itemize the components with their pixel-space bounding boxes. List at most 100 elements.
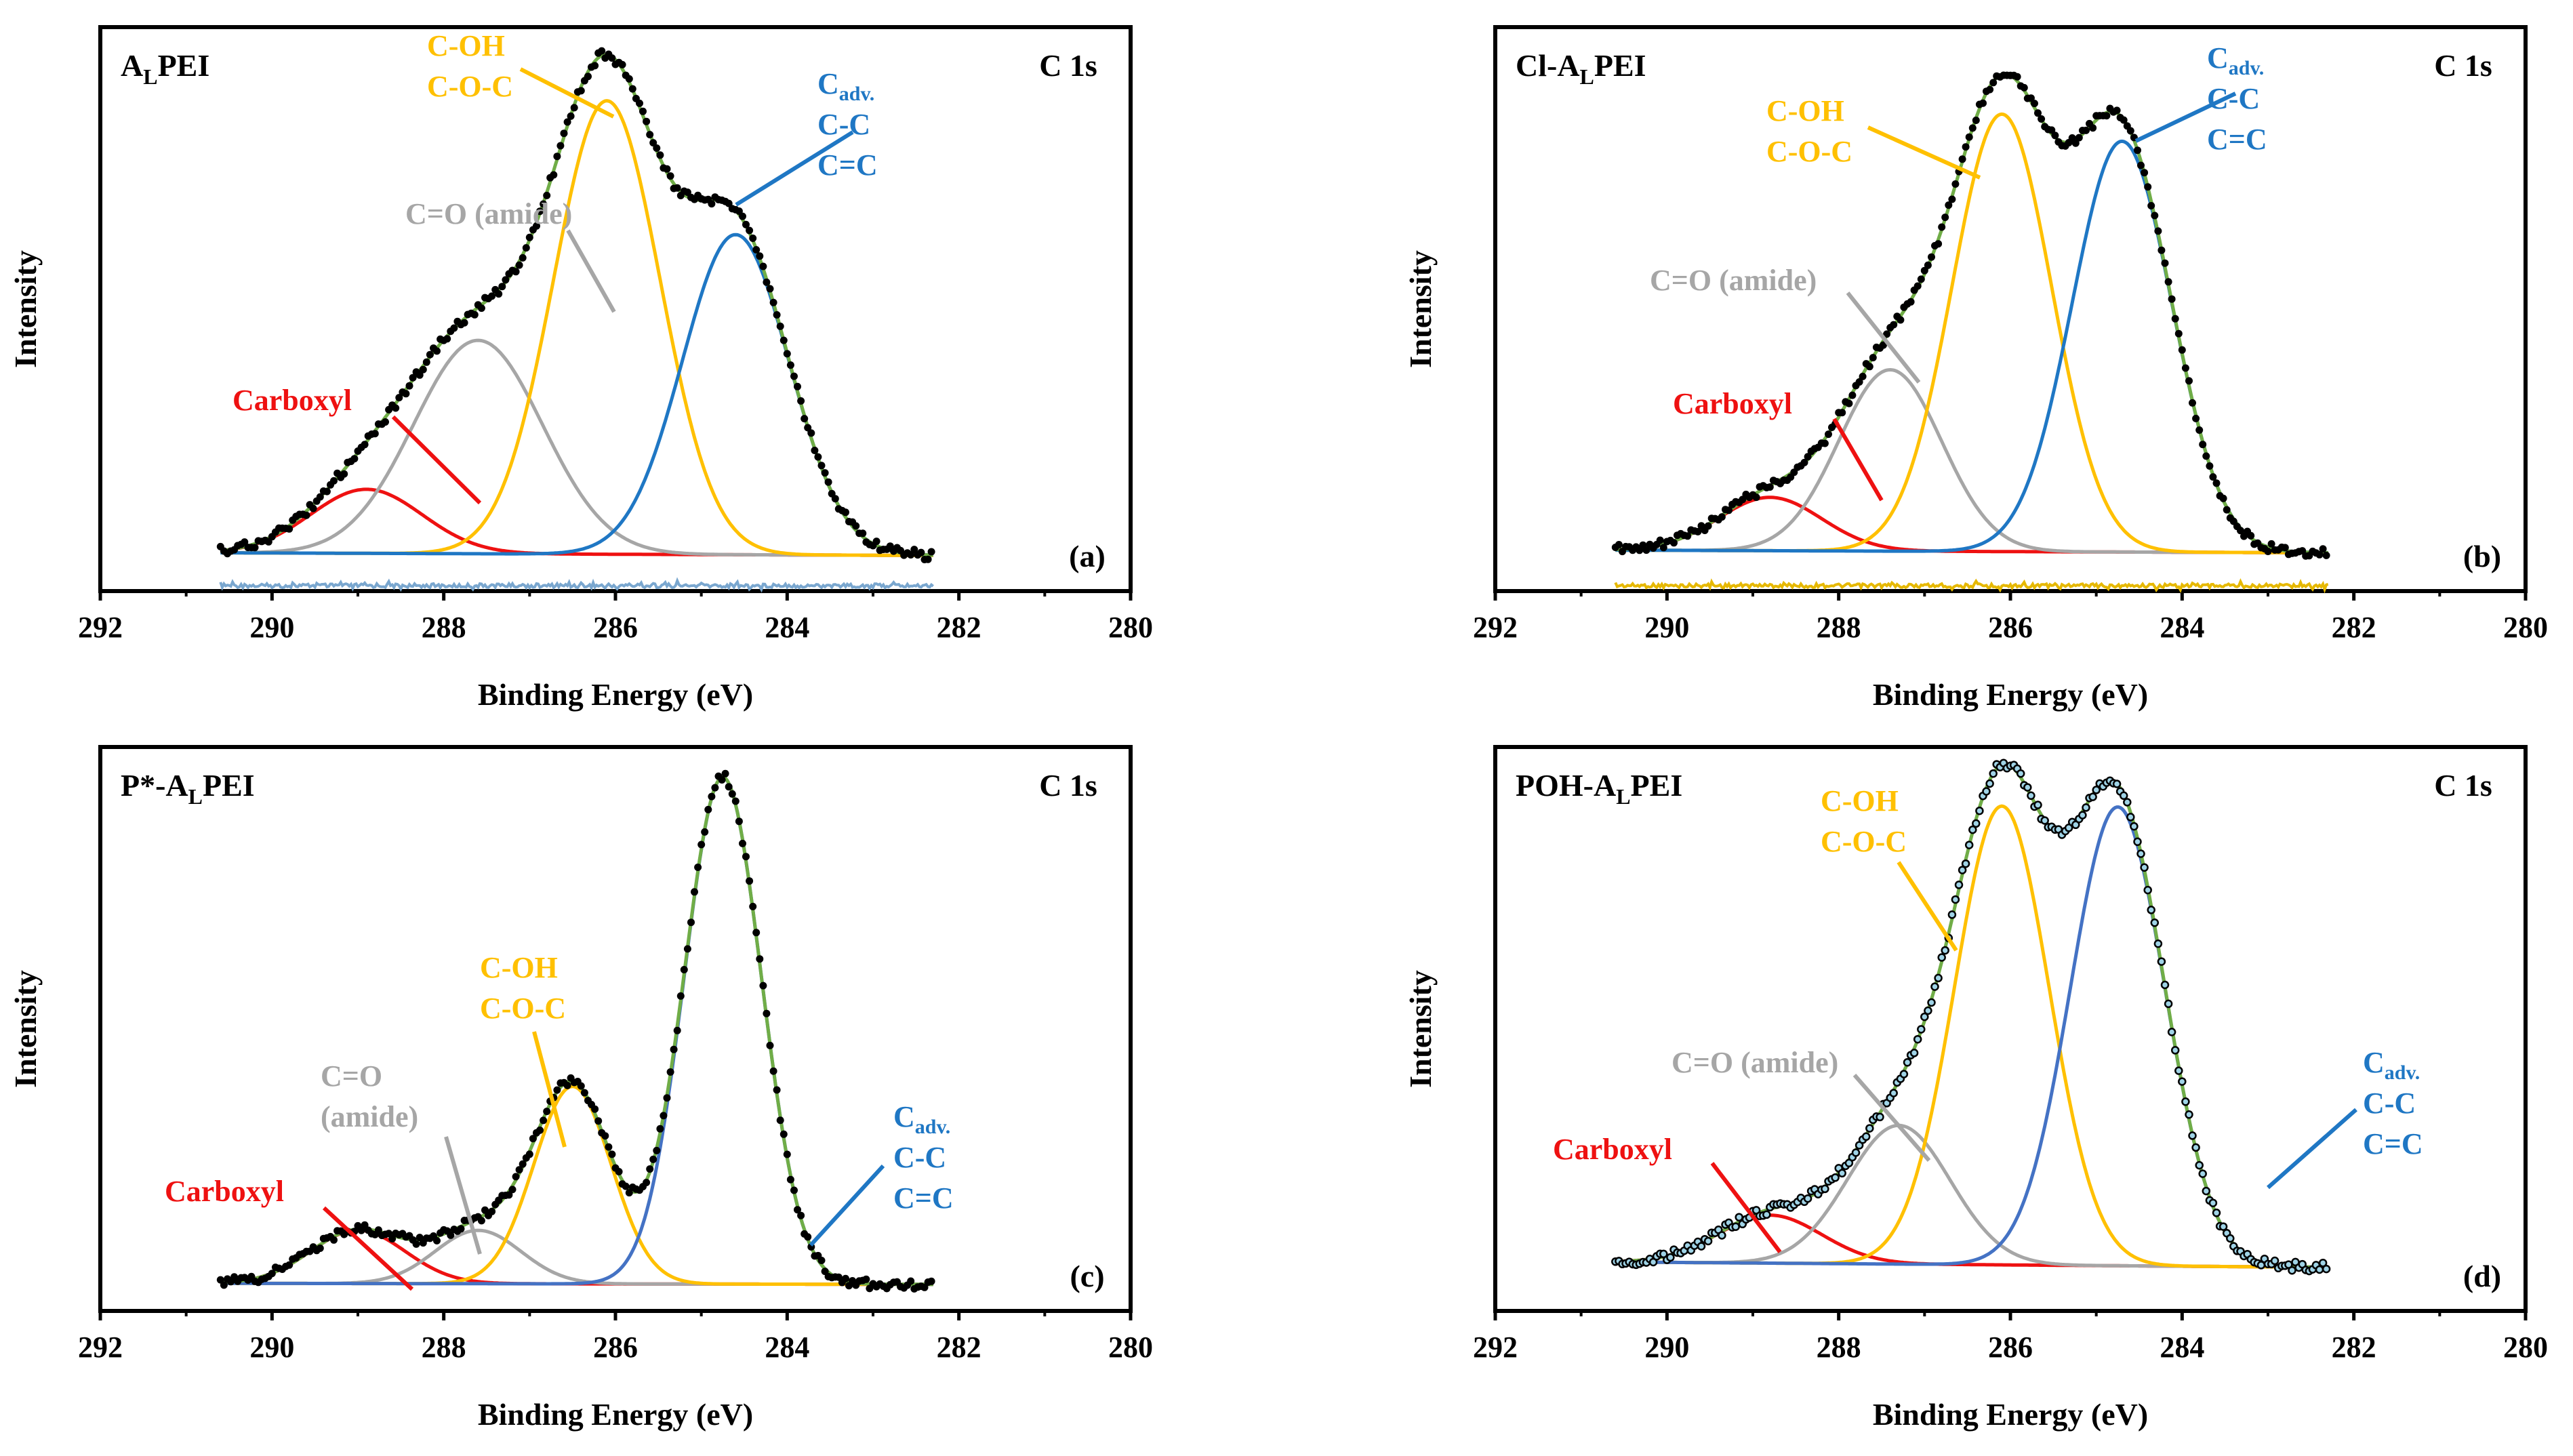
data-point — [759, 982, 767, 990]
label-coh: C-OH — [1766, 94, 1844, 127]
data-point — [834, 1273, 843, 1281]
x-tick-label: 286 — [593, 611, 638, 644]
data-point — [804, 424, 812, 432]
data-point — [2134, 146, 2141, 155]
data-point — [488, 292, 496, 300]
x-tick-label: 286 — [1988, 611, 2033, 644]
data-point — [505, 1191, 513, 1199]
data-point — [680, 966, 688, 973]
data-point — [1941, 214, 1949, 222]
data-point — [2033, 801, 2042, 809]
x-tick-label: 282 — [937, 1331, 981, 1364]
data-point — [852, 522, 860, 530]
data-point — [1951, 895, 1960, 904]
data-point — [1951, 180, 1960, 188]
data-point — [2185, 377, 2193, 385]
data-point — [2147, 906, 2155, 914]
data-point — [625, 75, 633, 83]
x-tick-label: 286 — [1988, 1331, 2033, 1364]
data-point — [746, 877, 754, 885]
data-point — [917, 548, 925, 557]
data-point — [2270, 1256, 2280, 1266]
data-point — [2161, 259, 2169, 267]
x-tick-label: 290 — [1644, 1331, 1689, 1364]
x-tick-label: 284 — [765, 611, 809, 644]
data-point — [666, 1068, 674, 1076]
data-point — [522, 244, 530, 252]
data-point — [1917, 1025, 1926, 1034]
component-curve-1 — [1615, 1123, 2328, 1270]
data-point — [1989, 769, 1998, 778]
data-point — [470, 310, 479, 319]
data-point — [1752, 493, 1760, 502]
data-point — [2143, 885, 2152, 895]
component-curve-3 — [1615, 805, 2328, 1270]
data-point — [701, 828, 709, 836]
component-curve-3 — [1615, 139, 2328, 554]
data-point — [694, 864, 702, 871]
x-tick-label: 280 — [2503, 1331, 2548, 1364]
data-point — [1838, 1169, 1846, 1178]
data-point — [405, 382, 413, 390]
x-tick-label: 286 — [593, 1331, 638, 1364]
data-point — [817, 1257, 826, 1264]
data-point — [460, 319, 468, 327]
data-point — [2141, 169, 2149, 177]
data-point — [646, 1165, 654, 1173]
data-point — [1937, 953, 1946, 962]
data-point — [673, 1026, 681, 1034]
data-point — [560, 129, 568, 138]
data-point — [2126, 813, 2135, 822]
data-point — [488, 1207, 496, 1215]
data-point — [416, 1234, 424, 1242]
data-point — [643, 1179, 651, 1186]
data-point — [2151, 211, 2159, 220]
data-point — [656, 151, 664, 159]
data-point — [598, 47, 606, 55]
leader-cc — [735, 130, 854, 207]
data-point — [615, 1168, 623, 1175]
data-point — [591, 1105, 599, 1113]
data-point — [2226, 1234, 2235, 1243]
data-point — [1803, 1194, 1812, 1203]
data-point — [2171, 315, 2179, 323]
data-point — [556, 142, 565, 150]
data-point — [786, 361, 794, 369]
panel-d: 292 290 288 286 284 282 280 Binding Energy (eV)… — [1403, 745, 2548, 1432]
data-point — [742, 853, 750, 861]
data-point — [1869, 354, 1877, 362]
data-point — [670, 1045, 678, 1053]
data-point — [508, 1186, 516, 1194]
data-point — [512, 1173, 520, 1181]
data-point — [481, 1206, 489, 1214]
data-point — [1913, 282, 1922, 290]
data-point — [2267, 540, 2275, 548]
data-point — [357, 1226, 365, 1234]
data-point — [477, 1217, 485, 1225]
data-point — [361, 441, 369, 449]
data-point — [773, 311, 781, 319]
data-point — [779, 336, 788, 344]
data-point — [2123, 798, 2132, 807]
data-point — [1903, 1058, 1912, 1067]
data-point — [731, 797, 740, 805]
plot-frame — [1493, 25, 2528, 593]
data-point — [2120, 116, 2128, 124]
panel-c: 292 290 288 286 284 282 280 Binding Energy (eV)… — [8, 745, 1153, 1432]
data-point — [536, 207, 544, 216]
data-point — [251, 544, 259, 552]
data-point — [2219, 1222, 2228, 1231]
data-point — [268, 1270, 276, 1278]
data-point — [1979, 99, 1987, 107]
plot-frame — [1493, 745, 2528, 1313]
label-carboxyl: Carboxyl — [165, 1175, 284, 1208]
label-c-double-c: C=C — [893, 1181, 954, 1215]
label-c-double-c: C=C — [2207, 123, 2267, 156]
data-point — [577, 87, 585, 95]
data-point — [433, 347, 441, 355]
data-point — [382, 418, 389, 426]
data-point — [1975, 806, 1984, 815]
data-point — [683, 945, 691, 953]
data-point — [2164, 278, 2172, 286]
data-point — [1917, 275, 1925, 283]
